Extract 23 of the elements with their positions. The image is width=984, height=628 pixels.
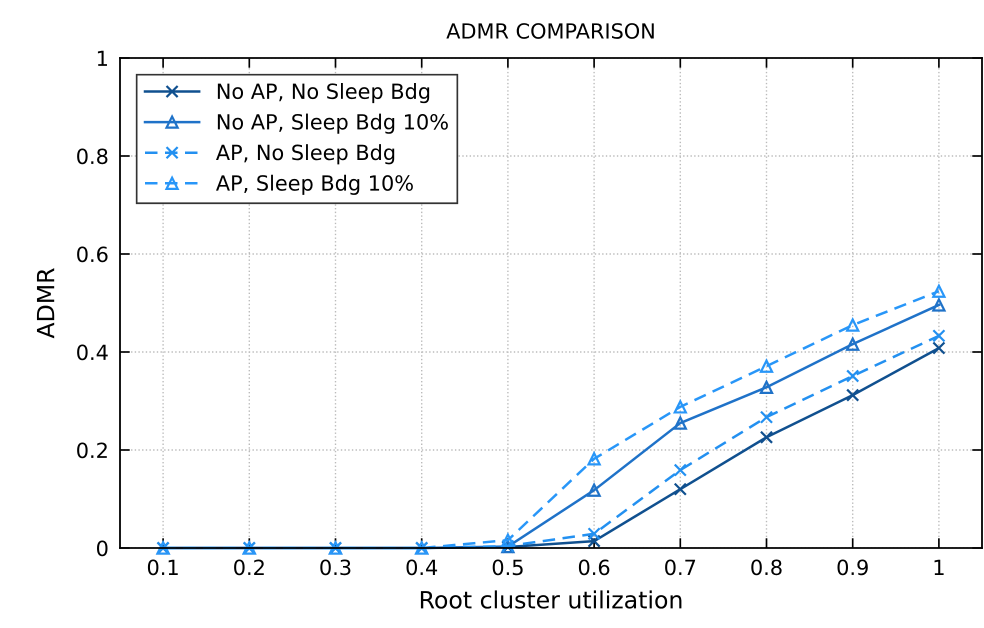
legend-label: AP, No Sleep Bdg <box>216 144 394 164</box>
y-tick-label: 0.6 <box>77 246 108 262</box>
x-tick-label: 0.5 <box>492 559 523 576</box>
y-tick-label: 1 <box>98 50 107 66</box>
x-tick-label: 0.8 <box>751 559 782 576</box>
x-tick-label: 0.7 <box>665 559 696 576</box>
legend-label: AP, Sleep Bdg 10% <box>216 174 413 195</box>
x-tick-label: 1 <box>934 560 944 575</box>
y-tick-label: 0 <box>97 540 108 556</box>
y-tick-label: 0.2 <box>77 442 107 458</box>
chart-title: ADMR COMPARISON <box>446 23 654 39</box>
x-axis-title: Root cluster utilization <box>420 590 682 609</box>
y-axis-title: ADMR <box>36 268 54 338</box>
y-tick-label: 0.8 <box>77 148 108 164</box>
x-tick-label: 0.4 <box>406 559 438 576</box>
legend-label: No AP, No Sleep Bdg <box>218 83 430 104</box>
y-tick-label: 0.4 <box>77 344 108 360</box>
legend-label: No AP, Sleep Bdg 10% <box>218 114 448 134</box>
x-tick-label: 0.9 <box>838 559 868 576</box>
x-tick-label: 0.3 <box>320 559 350 576</box>
x-tick-label: 0.1 <box>148 559 178 576</box>
x-tick-label: 0.2 <box>234 559 264 576</box>
x-tick-label: 0.6 <box>578 559 610 576</box>
